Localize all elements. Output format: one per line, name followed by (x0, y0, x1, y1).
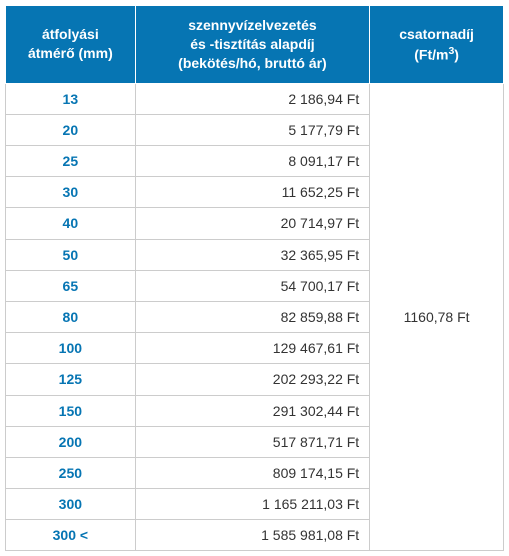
header-text: (Ft/m (414, 46, 448, 62)
cell-basefee: 809 174,15 Ft (135, 457, 370, 488)
table-body: 132 186,94 Ft1160,78 Ft205 177,79 Ft258 … (6, 83, 504, 551)
cell-diameter: 100 (6, 333, 136, 364)
cell-basefee: 20 714,97 Ft (135, 208, 370, 239)
cell-diameter: 80 (6, 301, 136, 332)
col-header-rate: csatornadíj (Ft/m3) (370, 6, 504, 84)
header-text: ) (454, 46, 459, 62)
col-header-basefee: szennyvízelvezetés és -tisztítás alapdíj… (135, 6, 370, 84)
cell-basefee: 129 467,61 Ft (135, 333, 370, 364)
pricing-table: átfolyási átmérő (mm) szennyvízelvezetés… (5, 5, 504, 551)
cell-basefee: 32 365,95 Ft (135, 239, 370, 270)
cell-rate: 1160,78 Ft (370, 83, 504, 551)
cell-basefee: 82 859,88 Ft (135, 301, 370, 332)
cell-diameter: 40 (6, 208, 136, 239)
header-row: átfolyási átmérő (mm) szennyvízelvezetés… (6, 6, 504, 84)
cell-diameter: 25 (6, 146, 136, 177)
cell-diameter: 200 (6, 426, 136, 457)
cell-basefee: 11 652,25 Ft (135, 177, 370, 208)
cell-diameter: 300 < (6, 520, 136, 551)
cell-diameter: 20 (6, 114, 136, 145)
cell-diameter: 50 (6, 239, 136, 270)
cell-basefee: 291 302,44 Ft (135, 395, 370, 426)
header-text: átfolyási (42, 26, 99, 42)
header-text: és -tisztítás alapdíj (190, 36, 314, 52)
cell-basefee: 8 091,17 Ft (135, 146, 370, 177)
cell-diameter: 300 (6, 489, 136, 520)
table-row: 132 186,94 Ft1160,78 Ft (6, 83, 504, 114)
header-text: csatornadíj (399, 26, 474, 42)
cell-basefee: 2 186,94 Ft (135, 83, 370, 114)
col-header-diameter: átfolyási átmérő (mm) (6, 6, 136, 84)
cell-basefee: 1 585 981,08 Ft (135, 520, 370, 551)
cell-basefee: 202 293,22 Ft (135, 364, 370, 395)
cell-diameter: 125 (6, 364, 136, 395)
cell-basefee: 1 165 211,03 Ft (135, 489, 370, 520)
cell-diameter: 65 (6, 270, 136, 301)
cell-diameter: 13 (6, 83, 136, 114)
cell-diameter: 30 (6, 177, 136, 208)
header-text: szennyvízelvezetés (188, 17, 316, 33)
cell-diameter: 250 (6, 457, 136, 488)
header-text: átmérő (mm) (28, 45, 113, 61)
cell-basefee: 517 871,71 Ft (135, 426, 370, 457)
cell-basefee: 5 177,79 Ft (135, 114, 370, 145)
cell-basefee: 54 700,17 Ft (135, 270, 370, 301)
header-text: (bekötés/hó, bruttó ár) (178, 55, 327, 71)
cell-diameter: 150 (6, 395, 136, 426)
